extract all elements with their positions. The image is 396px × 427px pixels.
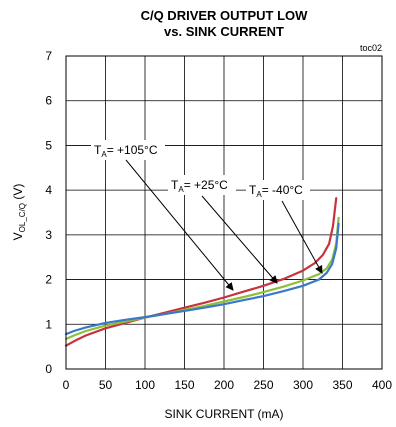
y-axis-label-unit: (V): [11, 184, 25, 203]
series-group: [64, 197, 340, 347]
annotation-bg-40: [246, 180, 310, 200]
plot-frame: [65, 55, 383, 370]
x-tick-label: 100: [135, 378, 155, 392]
annotation-bg-105: [91, 140, 165, 160]
series-line-0: [64, 197, 338, 347]
annotation-40: TA= -40°C: [249, 183, 303, 199]
y-tick-label: 1: [45, 317, 52, 331]
x-tick-label: 300: [293, 378, 313, 392]
annotation-40-rest: = -40°C: [262, 183, 303, 197]
y-axis-label: VOL_C/Q (V): [11, 184, 27, 241]
annotation-25-main: T: [171, 178, 179, 192]
x-axis-label: SINK CURRENT (mA): [164, 407, 283, 421]
chart-title-line2: vs. SINK CURRENT: [164, 24, 284, 39]
x-tick-label: 200: [214, 378, 234, 392]
annotation-25-sub: A: [178, 185, 184, 194]
annotation-40-main: T: [249, 183, 257, 197]
chart-title-line1: C/Q DRIVER OUTPUT LOW: [141, 8, 309, 23]
y-tick-label: 4: [45, 183, 52, 197]
y-tick-label: 3: [45, 228, 52, 242]
y-tick-label: 7: [45, 49, 52, 63]
y-tick-label: 6: [45, 94, 52, 108]
y-tick-label: 0: [45, 362, 52, 376]
annotation-105: TA= +105°C: [94, 143, 158, 159]
y-tick-label: 5: [45, 138, 52, 152]
x-tick-label: 400: [372, 378, 392, 392]
series-line-2: [64, 222, 340, 336]
x-tick-label: 0: [63, 378, 70, 392]
y-axis-label-main: V: [11, 232, 25, 240]
annotation-40-arrow: [281, 200, 323, 274]
x-tick-label: 150: [174, 378, 194, 392]
y-axis: 0 1 2 3 4 5 6 7: [45, 49, 52, 376]
annotation-25-rest: = +25°C: [184, 178, 228, 192]
annotation-40-sub: A: [256, 190, 262, 199]
annotation-25: TA= +25°C: [171, 178, 228, 194]
figure-id: toc02: [360, 43, 382, 53]
x-tick-label: 350: [332, 378, 352, 392]
y-axis-label-sub: OL_C/Q: [18, 203, 27, 232]
x-axis: 0 50 100 150 200 250 300 350 400: [63, 378, 393, 392]
x-tick-label: 250: [253, 378, 273, 392]
annotation-105-main: T: [94, 143, 102, 157]
annotation-105-arrow: [125, 159, 234, 291]
y-tick-label: 2: [45, 273, 52, 287]
x-tick-label: 50: [99, 378, 113, 392]
annotation-105-rest: = +105°C: [107, 143, 158, 157]
annotation-105-sub: A: [101, 150, 107, 159]
series-line-1: [64, 216, 340, 341]
annotation-25-arrow: [201, 195, 278, 284]
annotation-bg-25: [168, 175, 236, 195]
annotations: TA= +105°C TA= +25°C TA= -40°C: [91, 140, 323, 291]
